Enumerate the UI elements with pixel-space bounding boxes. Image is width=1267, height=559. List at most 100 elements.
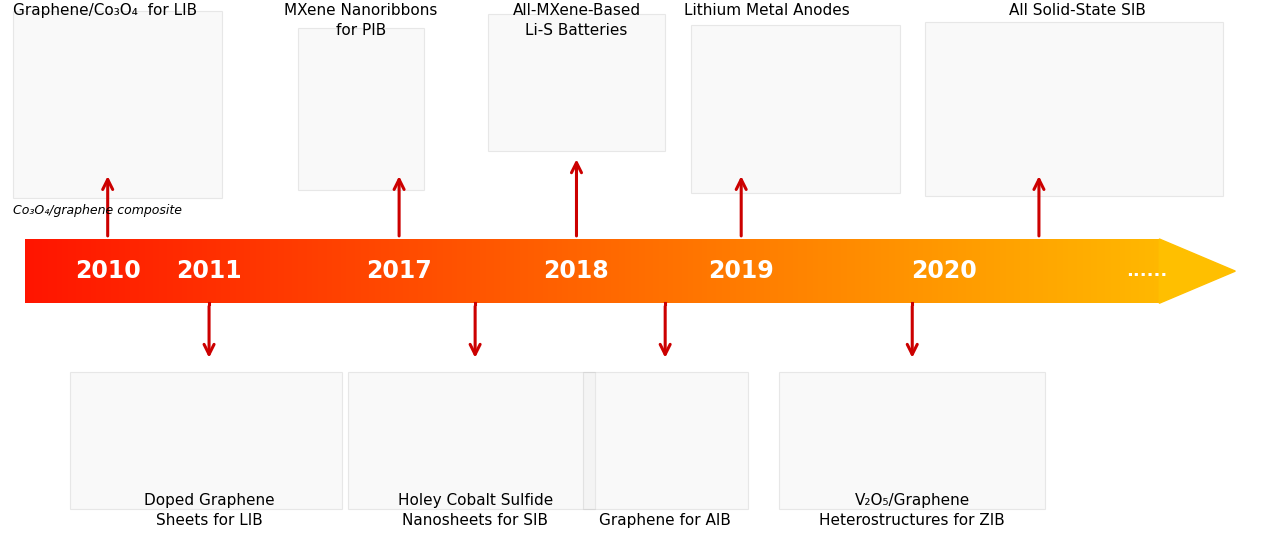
Bar <box>1074 239 1077 303</box>
Bar <box>983 239 987 303</box>
Bar <box>661 239 665 303</box>
Bar <box>585 239 589 303</box>
Bar <box>787 239 791 303</box>
Bar <box>440 239 443 303</box>
Bar <box>691 239 694 303</box>
Bar <box>170 239 174 303</box>
Bar <box>497 239 500 303</box>
Bar <box>252 239 256 303</box>
Bar <box>739 239 742 303</box>
Bar <box>620 239 623 303</box>
Bar <box>682 239 685 303</box>
Bar <box>128 239 131 303</box>
Bar <box>366 239 370 303</box>
Bar <box>770 239 773 303</box>
Bar <box>483 239 487 303</box>
Bar <box>384 239 386 303</box>
FancyBboxPatch shape <box>925 22 1223 196</box>
Bar <box>443 239 446 303</box>
Bar <box>201 239 205 303</box>
Bar <box>944 239 946 303</box>
Bar <box>551 239 555 303</box>
Bar <box>906 239 910 303</box>
Bar <box>1009 239 1012 303</box>
Bar <box>929 239 933 303</box>
Bar <box>375 239 379 303</box>
Bar <box>156 239 160 303</box>
Bar <box>364 239 367 303</box>
Bar <box>855 239 859 303</box>
FancyBboxPatch shape <box>779 372 1045 509</box>
Bar <box>872 239 875 303</box>
Bar <box>722 239 725 303</box>
Bar <box>816 239 818 303</box>
Bar <box>188 239 191 303</box>
Bar <box>398 239 402 303</box>
Bar <box>824 239 827 303</box>
Bar <box>597 239 601 303</box>
Bar <box>361 239 364 303</box>
Bar <box>965 239 969 303</box>
FancyBboxPatch shape <box>691 25 900 193</box>
Bar <box>418 239 421 303</box>
Bar <box>952 239 955 303</box>
Bar <box>748 239 750 303</box>
Bar <box>889 239 893 303</box>
Text: All Solid-State SIB: All Solid-State SIB <box>1009 3 1145 18</box>
Bar <box>608 239 612 303</box>
Bar <box>517 239 521 303</box>
Bar <box>1157 239 1161 303</box>
Bar <box>204 239 208 303</box>
Bar <box>85 239 89 303</box>
Bar <box>969 239 972 303</box>
Bar <box>1125 239 1129 303</box>
Bar <box>224 239 228 303</box>
Bar <box>125 239 128 303</box>
Bar <box>167 239 171 303</box>
Bar <box>892 239 896 303</box>
Bar <box>528 239 532 303</box>
Bar <box>995 239 998 303</box>
Bar <box>423 239 427 303</box>
Bar <box>571 239 574 303</box>
Bar <box>264 239 267 303</box>
Bar <box>286 239 290 303</box>
Bar <box>346 239 350 303</box>
Bar <box>245 239 247 303</box>
Bar <box>267 239 270 303</box>
Bar <box>350 239 352 303</box>
Bar <box>711 239 713 303</box>
Bar <box>1116 239 1120 303</box>
Bar <box>531 239 535 303</box>
Bar <box>1145 239 1149 303</box>
Bar <box>523 239 526 303</box>
Bar <box>1031 239 1035 303</box>
Bar <box>94 239 98 303</box>
Bar <box>611 239 614 303</box>
Text: Lithium Metal Anodes: Lithium Metal Anodes <box>684 3 849 18</box>
Bar <box>1000 239 1003 303</box>
Bar <box>119 239 123 303</box>
Bar <box>917 239 921 303</box>
Bar <box>625 239 628 303</box>
Bar <box>30 239 34 303</box>
Bar <box>270 239 274 303</box>
Bar <box>549 239 551 303</box>
FancyBboxPatch shape <box>488 14 665 151</box>
Bar <box>139 239 142 303</box>
Bar <box>334 239 338 303</box>
Bar <box>1052 239 1055 303</box>
Bar <box>179 239 182 303</box>
Bar <box>352 239 356 303</box>
Bar <box>599 239 603 303</box>
Bar <box>386 239 390 303</box>
Bar <box>827 239 830 303</box>
Bar <box>875 239 878 303</box>
Bar <box>640 239 642 303</box>
Bar <box>759 239 761 303</box>
Bar <box>841 239 845 303</box>
Bar <box>185 239 188 303</box>
Bar <box>430 239 432 303</box>
Bar <box>307 239 310 303</box>
Bar <box>298 239 302 303</box>
